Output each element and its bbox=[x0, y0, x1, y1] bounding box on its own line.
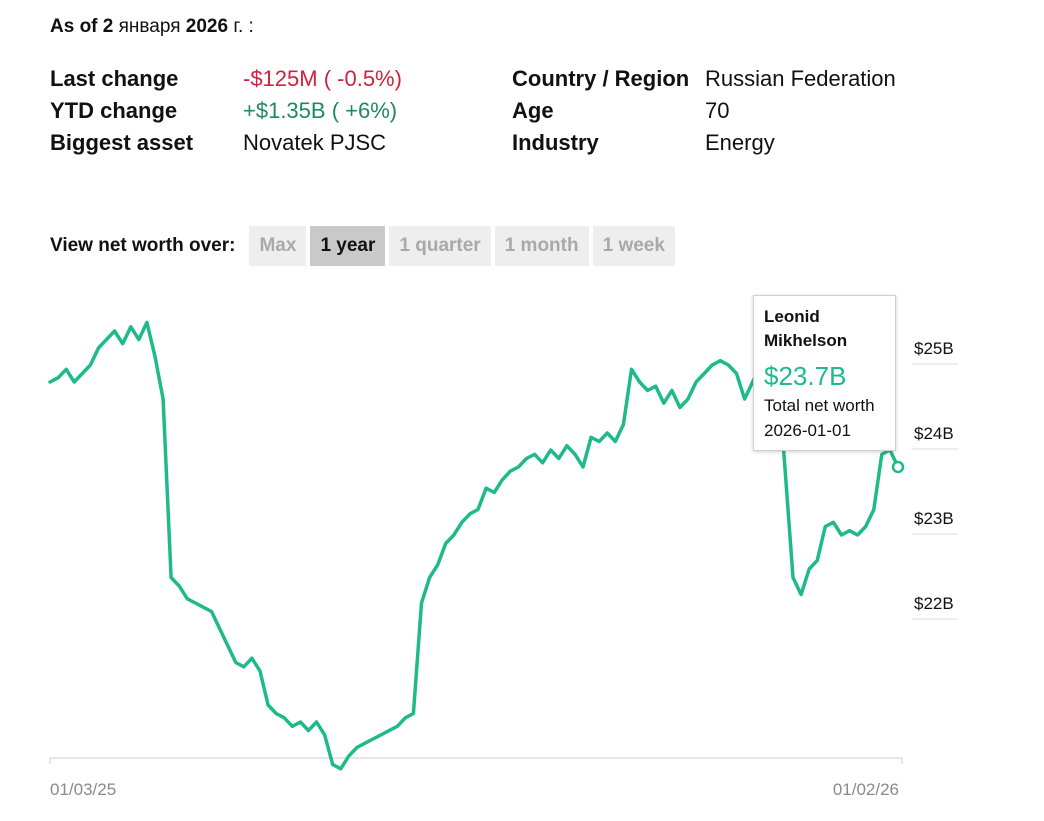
range-selector-label: View net worth over: bbox=[50, 235, 236, 256]
tooltip-value: $23.7B bbox=[764, 361, 847, 391]
industry-value: Energy bbox=[705, 130, 775, 155]
tooltip-name: Leonid Mikhelson bbox=[764, 307, 848, 350]
range-button-1-week[interactable]: 1 week bbox=[592, 226, 675, 266]
as-of-year: 2026 bbox=[185, 16, 229, 37]
biggest-asset-label: Biggest asset bbox=[50, 130, 194, 155]
age-value: 70 bbox=[705, 98, 730, 123]
range-button-1-year[interactable]: 1 year bbox=[310, 226, 386, 266]
x-tick-label-end: 01/02/26 bbox=[833, 780, 899, 799]
tooltip-date: 2026-01-01 bbox=[764, 421, 851, 440]
age-label: Age bbox=[512, 98, 554, 123]
last-change-value: -$125M ( -0.5%) bbox=[243, 66, 402, 91]
ytd-change-label: YTD change bbox=[50, 98, 178, 123]
range-selector: View net worth over: Max 1 year 1 quarte… bbox=[50, 226, 679, 266]
biggest-asset-value: Novatek PJSC bbox=[243, 130, 387, 155]
range-button-max[interactable]: Max bbox=[249, 226, 307, 266]
range-button-1-quarter[interactable]: 1 quarter bbox=[389, 226, 491, 266]
series-end-point[interactable] bbox=[891, 460, 905, 474]
range-button-1-month[interactable]: 1 month bbox=[494, 226, 589, 266]
last-change-label: Last change bbox=[50, 66, 179, 91]
y-tick-label: $23B bbox=[914, 509, 954, 528]
as-of-prefix: As of 2 bbox=[50, 16, 114, 37]
as-of-date: As of 2 января 2026 г. : bbox=[50, 16, 254, 38]
y-axis: $25B $24B $23B $22B bbox=[912, 339, 958, 620]
as-of-month: января bbox=[118, 16, 181, 37]
y-tick-label: $25B bbox=[914, 339, 954, 358]
x-tick-label-start: 01/03/25 bbox=[50, 780, 116, 799]
ytd-change-value: +$1.35B ( +6%) bbox=[243, 98, 398, 123]
y-tick-label: $24B bbox=[914, 424, 954, 443]
as-of-suffix: г. : bbox=[233, 16, 254, 37]
industry-label: Industry bbox=[512, 130, 599, 155]
y-tick-label: $22B bbox=[914, 594, 954, 613]
tooltip-subtitle: Total net worth bbox=[764, 396, 875, 415]
country-label: Country / Region bbox=[512, 66, 690, 91]
chart-tooltip: Leonid Mikhelson $23.7B Total net worth … bbox=[753, 295, 896, 451]
country-value: Russian Federation bbox=[705, 66, 896, 91]
